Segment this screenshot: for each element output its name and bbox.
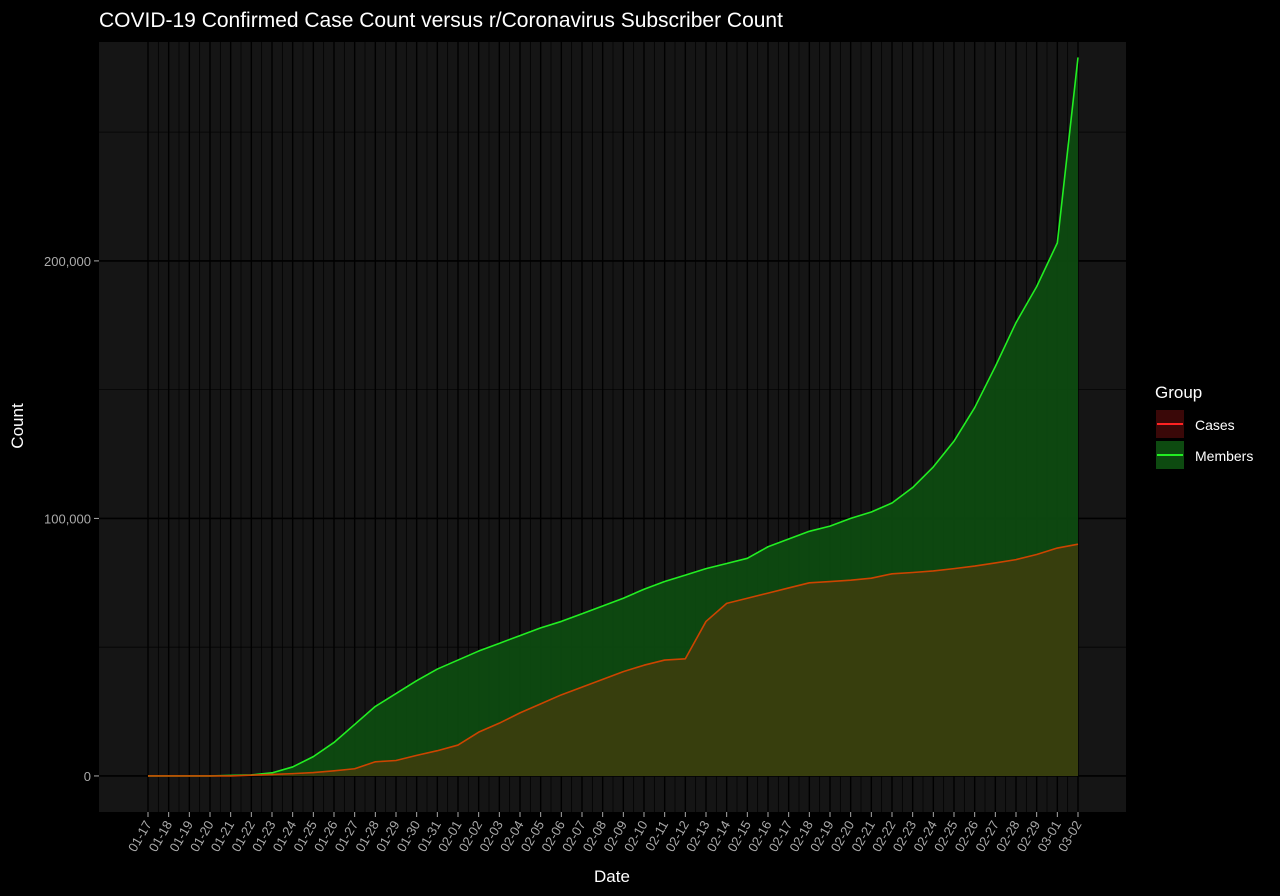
area-cases — [148, 544, 1078, 776]
legend: Group Cases Members — [1155, 383, 1253, 469]
chart-title: COVID-19 Confirmed Case Count versus r/C… — [99, 9, 783, 32]
line-members — [148, 57, 1079, 777]
y-axis-title: Count — [8, 403, 27, 449]
legend-item-cases: Cases — [1156, 410, 1235, 438]
y-tick-label: 200,000 — [44, 254, 91, 269]
y-tick-label: 0 — [84, 769, 91, 784]
series-areas — [148, 57, 1078, 776]
legend-title: Group — [1155, 383, 1202, 402]
line-cases — [148, 543, 1079, 777]
series-lines — [147, 57, 1079, 777]
x-axis-title: Date — [594, 867, 630, 886]
legend-label-cases: Cases — [1195, 417, 1235, 433]
legend-item-members: Members — [1156, 441, 1253, 469]
legend-label-members: Members — [1195, 448, 1253, 464]
y-tick-label: 100,000 — [44, 511, 91, 526]
